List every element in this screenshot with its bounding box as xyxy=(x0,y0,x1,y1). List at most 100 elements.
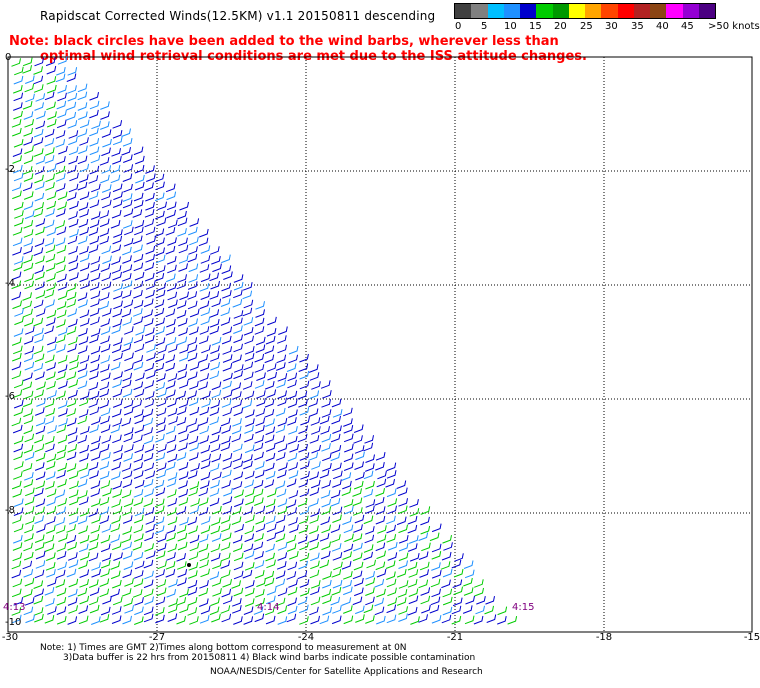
wind-barb xyxy=(78,345,88,354)
legend-swatch xyxy=(633,4,650,18)
wind-barb xyxy=(122,388,133,398)
wind-barb xyxy=(255,597,265,607)
wind-barb xyxy=(242,307,253,317)
wind-barb xyxy=(112,434,122,444)
wind-barb xyxy=(442,588,453,598)
wind-barb xyxy=(165,380,176,390)
wind-barb xyxy=(244,390,255,400)
wind-barb xyxy=(13,523,24,533)
wind-barb xyxy=(11,337,22,346)
wind-barb xyxy=(68,389,78,399)
wind-barb xyxy=(200,568,210,578)
wind-barb xyxy=(79,579,89,588)
wind-barb xyxy=(167,543,178,553)
wind-barb xyxy=(80,426,90,435)
wind-barb xyxy=(110,164,121,174)
wind-barb xyxy=(287,435,298,445)
wind-barb xyxy=(233,543,243,552)
wind-barb xyxy=(177,577,187,587)
wind-barb xyxy=(46,362,56,371)
wind-barb xyxy=(34,515,44,524)
wind-barb xyxy=(276,354,287,364)
wind-barb xyxy=(144,182,154,191)
wind-barb xyxy=(90,256,101,265)
wind-barb xyxy=(200,307,211,317)
wind-barb xyxy=(145,202,155,211)
wind-barb xyxy=(221,613,232,623)
wind-barb xyxy=(33,247,44,256)
wind-barb xyxy=(209,434,220,444)
wind-barb xyxy=(265,515,276,525)
wind-barb xyxy=(77,102,88,111)
wind-barb xyxy=(12,237,23,247)
wind-barb xyxy=(243,317,254,326)
wind-barb xyxy=(90,264,100,273)
wind-barb xyxy=(376,615,386,625)
wind-barb xyxy=(155,289,166,299)
wind-barb xyxy=(199,373,209,382)
wind-barb xyxy=(176,310,187,319)
wind-barb xyxy=(88,244,99,254)
wind-barb xyxy=(55,489,66,499)
wind-barb xyxy=(122,550,133,560)
wind-barb xyxy=(121,308,132,318)
wind-barb xyxy=(320,426,330,435)
wind-barb xyxy=(322,579,332,589)
wind-barb xyxy=(89,534,100,543)
wind-barb xyxy=(99,444,110,453)
wind-barb xyxy=(33,363,44,372)
wind-barb xyxy=(265,552,275,562)
wind-barb xyxy=(88,175,99,184)
wind-barb xyxy=(407,579,418,588)
wind-barb xyxy=(77,155,88,165)
wind-barb xyxy=(297,570,308,580)
wind-barb xyxy=(77,435,88,444)
wind-barb xyxy=(12,155,22,164)
wind-barb xyxy=(387,597,398,607)
wind-barb xyxy=(189,616,199,625)
wind-barb xyxy=(188,226,198,236)
wind-barb xyxy=(211,389,222,399)
wind-barb xyxy=(122,479,133,488)
wind-barb xyxy=(156,424,166,434)
wind-barb xyxy=(102,255,112,265)
wind-barb xyxy=(277,616,288,625)
wind-barb xyxy=(165,354,176,364)
wind-barb xyxy=(47,578,57,587)
wind-barb xyxy=(122,246,132,256)
wind-barb xyxy=(100,568,110,578)
wind-barb xyxy=(143,309,153,318)
wind-barb xyxy=(365,587,375,596)
wind-barb xyxy=(122,526,132,535)
wind-barb xyxy=(297,596,308,606)
wind-barb xyxy=(154,498,165,508)
wind-barb xyxy=(275,597,286,607)
wind-barb xyxy=(68,552,78,561)
wind-barb xyxy=(45,562,56,571)
wind-barb xyxy=(198,543,209,553)
wind-barb xyxy=(57,56,68,65)
wind-barb xyxy=(408,595,419,605)
wind-barb xyxy=(121,463,132,472)
wind-barb xyxy=(45,244,56,254)
wind-barb xyxy=(420,506,431,515)
wind-barb xyxy=(256,390,266,399)
wind-barb xyxy=(409,499,419,508)
wind-barb xyxy=(254,435,264,444)
wind-barb xyxy=(112,136,123,146)
wind-barb xyxy=(57,201,67,211)
wind-barb xyxy=(398,498,408,507)
wind-barb xyxy=(146,344,156,353)
wind-barb xyxy=(190,498,200,507)
wind-barb xyxy=(155,181,165,191)
wind-barb xyxy=(187,470,198,479)
wind-barb xyxy=(254,613,265,623)
wind-barb xyxy=(144,444,155,453)
wind-barb xyxy=(375,542,386,552)
wind-barb xyxy=(35,120,46,130)
wind-barb xyxy=(210,525,221,535)
wind-barb xyxy=(187,418,198,427)
wind-barb xyxy=(177,532,188,542)
wind-barb xyxy=(429,532,440,542)
wind-barb xyxy=(34,434,44,444)
